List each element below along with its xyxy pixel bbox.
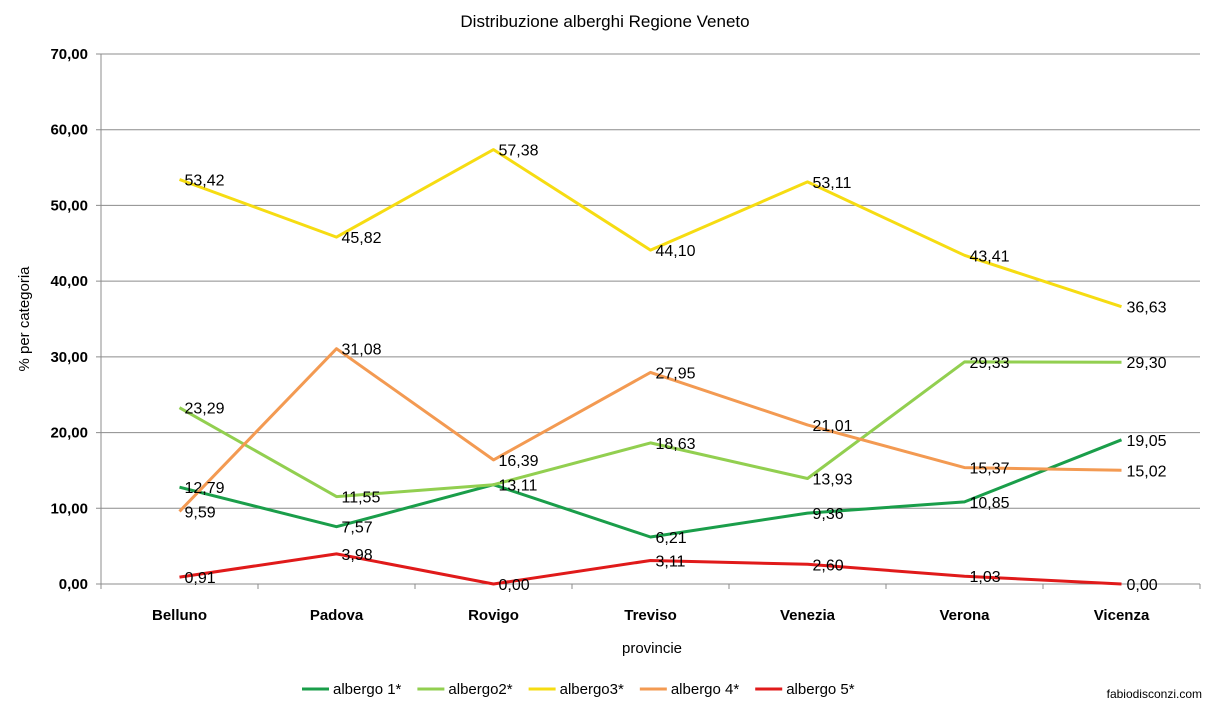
x-axis-label: provincie [622, 640, 682, 657]
legend-label: albergo 5* [786, 681, 855, 698]
legend-item: albergo2* [417, 681, 513, 698]
y-tick-label: 20,00 [50, 425, 88, 442]
x-tick-label: Belluno [152, 607, 207, 624]
legend-item: albergo 1* [302, 681, 402, 698]
y-tick-label: 60,00 [50, 122, 88, 139]
data-label: 29,33 [970, 355, 1010, 372]
data-label: 6,21 [656, 530, 687, 547]
data-label: 53,11 [813, 175, 852, 192]
x-axis-ticks: Belluno Padova Rovigo Treviso Venezia Verona V… [152, 607, 1150, 624]
series-lines [178, 148, 1123, 586]
data-label: 0,91 [185, 570, 216, 587]
data-label: 29,30 [1127, 355, 1167, 372]
legend-label: albergo 1* [333, 681, 402, 698]
data-label: 27,95 [656, 365, 696, 382]
y-tick-label: 10,00 [50, 500, 88, 517]
data-label: 18,63 [656, 436, 696, 453]
data-label: 16,39 [499, 453, 539, 470]
y-tick-label: 30,00 [50, 349, 88, 366]
data-labels: 12,79 7,57 13,11 6,21 9,36 10,85 19,05 23,29 11,… [185, 143, 1167, 594]
y-tick-label: 70,00 [50, 46, 88, 63]
y-tick-label: 0,00 [59, 576, 88, 593]
data-label: 53,42 [185, 173, 225, 190]
legend: albergo 1* albergo2* albergo3* albergo 4* al… [302, 681, 855, 698]
x-tick-label: Rovigo [468, 607, 519, 624]
data-label: 10,85 [970, 495, 1010, 512]
data-label: 9,36 [813, 506, 844, 523]
data-label: 7,57 [342, 520, 373, 537]
data-label: 15,37 [970, 461, 1010, 478]
data-label: 12,79 [185, 480, 225, 497]
data-label: 15,02 [1127, 463, 1167, 480]
x-tick-label: Venezia [780, 607, 836, 624]
legend-item: albergo 4* [639, 681, 740, 698]
legend-label: albergo2* [448, 681, 512, 698]
series-line [179, 552, 1122, 586]
data-label: 3,98 [342, 547, 373, 564]
y-tick-label: 50,00 [50, 197, 88, 214]
data-label: 3,11 [656, 553, 686, 570]
data-label: 0,00 [499, 577, 530, 594]
legend-label: albergo 4* [671, 681, 740, 698]
data-label: 0,00 [1127, 577, 1158, 594]
data-label: 31,08 [342, 342, 382, 359]
data-label: 45,82 [342, 230, 382, 247]
data-label: 13,93 [813, 472, 853, 489]
series-line [178, 360, 1122, 499]
legend-item: albergo 5* [755, 681, 855, 698]
legend-item: albergo3* [528, 681, 624, 698]
data-label: 43,41 [970, 248, 1010, 265]
gridlines [96, 53, 1201, 589]
x-tick-label: Verona [939, 607, 990, 624]
data-label: 1,03 [970, 569, 1001, 586]
data-label: 11,55 [342, 490, 381, 507]
data-label: 2,60 [813, 557, 844, 574]
credit-text: fabiodisconzi.com [1107, 687, 1202, 701]
chart-title: Distribuzione alberghi Regione Veneto [460, 12, 749, 31]
series-line [178, 148, 1122, 309]
data-label: 13,11 [499, 478, 538, 495]
legend-label: albergo3* [560, 681, 624, 698]
series-line [179, 438, 1123, 539]
x-tick-label: Treviso [624, 607, 677, 624]
data-label: 9,59 [185, 504, 216, 521]
data-label: 23,29 [185, 401, 225, 418]
y-axis-label: % per categoria [16, 266, 33, 372]
data-label: 36,63 [1127, 300, 1167, 317]
data-label: 57,38 [499, 143, 539, 160]
data-label: 19,05 [1127, 433, 1167, 450]
series-line [178, 347, 1122, 513]
y-tick-label: 40,00 [50, 273, 88, 290]
y-axis-ticks: 0,00 10,00 20,00 30,00 40,00 50,00 60,00 70,00 [50, 46, 88, 593]
data-label: 21,01 [813, 418, 853, 435]
x-tick-label: Vicenza [1094, 607, 1150, 624]
x-tick-label: Padova [310, 607, 364, 624]
data-label: 44,10 [656, 243, 696, 260]
